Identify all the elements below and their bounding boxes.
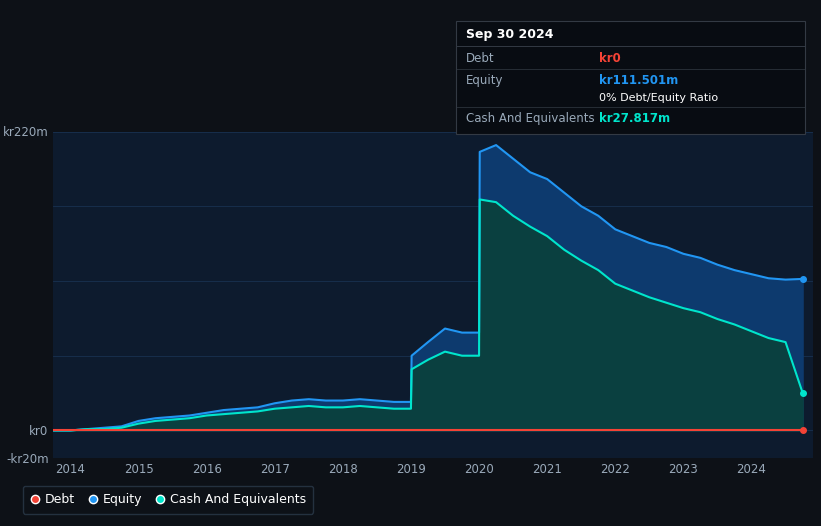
Text: Cash And Equivalents: Cash And Equivalents	[466, 112, 594, 125]
Legend: Debt, Equity, Cash And Equivalents: Debt, Equity, Cash And Equivalents	[23, 486, 314, 514]
Text: kr27.817m: kr27.817m	[599, 112, 671, 125]
Text: kr0: kr0	[599, 52, 621, 65]
Text: Sep 30 2024: Sep 30 2024	[466, 28, 553, 41]
Text: Debt: Debt	[466, 52, 494, 65]
Text: 0% Debt/Equity Ratio: 0% Debt/Equity Ratio	[599, 93, 718, 103]
Text: Equity: Equity	[466, 74, 503, 87]
Text: kr111.501m: kr111.501m	[599, 74, 679, 87]
